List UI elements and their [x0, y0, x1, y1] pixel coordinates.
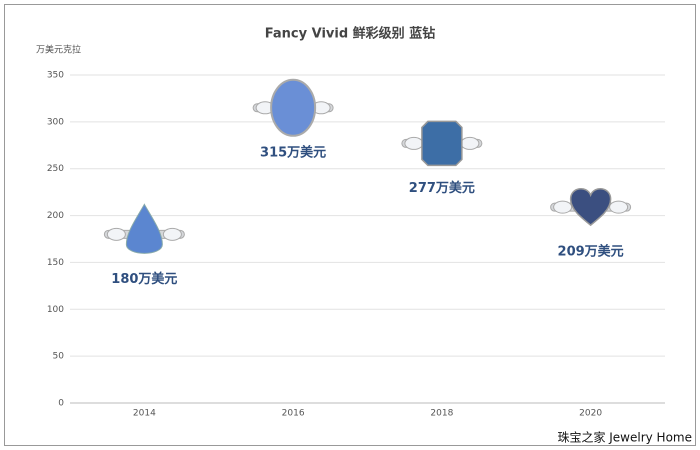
- side-stone: [162, 227, 182, 241]
- x-tick-label: 2020: [579, 409, 602, 419]
- chart-title: Fancy Vivid 鲜彩级别 蓝钻: [265, 26, 435, 42]
- y-tick-label: 0: [58, 399, 64, 409]
- x-tick-label: 2014: [133, 409, 156, 419]
- watermark: 珠宝之家 Jewelry Home: [557, 430, 692, 445]
- side-stone: [553, 200, 573, 214]
- y-tick-label: 300: [47, 117, 64, 127]
- ring-marker: [550, 188, 632, 227]
- gem: [270, 78, 317, 137]
- side-stone: [404, 136, 424, 150]
- data-label: 277万美元: [409, 180, 475, 196]
- side-stone: [106, 227, 126, 241]
- y-tick-label: 100: [47, 305, 64, 315]
- x-tick-label: 2016: [282, 409, 305, 419]
- side-stone: [609, 200, 629, 214]
- y-tick-label: 250: [47, 164, 64, 174]
- y-axis-label: 万美元克拉: [36, 44, 81, 56]
- ring-marker: [103, 203, 185, 254]
- ring-marker: [252, 78, 334, 137]
- ring-marker: [401, 120, 483, 167]
- data-label: 209万美元: [558, 244, 624, 260]
- data-label: 180万美元: [111, 271, 177, 287]
- side-stone: [460, 136, 480, 150]
- y-tick-label: 350: [47, 71, 64, 81]
- gem: [569, 188, 612, 227]
- y-tick-label: 200: [47, 211, 64, 221]
- data-label: 315万美元: [260, 144, 326, 160]
- x-tick-label: 2018: [430, 409, 453, 419]
- y-tick-label: 50: [53, 352, 65, 362]
- frame: [4, 4, 696, 446]
- gem: [421, 120, 463, 167]
- y-tick-label: 150: [47, 258, 64, 268]
- gem: [125, 203, 163, 254]
